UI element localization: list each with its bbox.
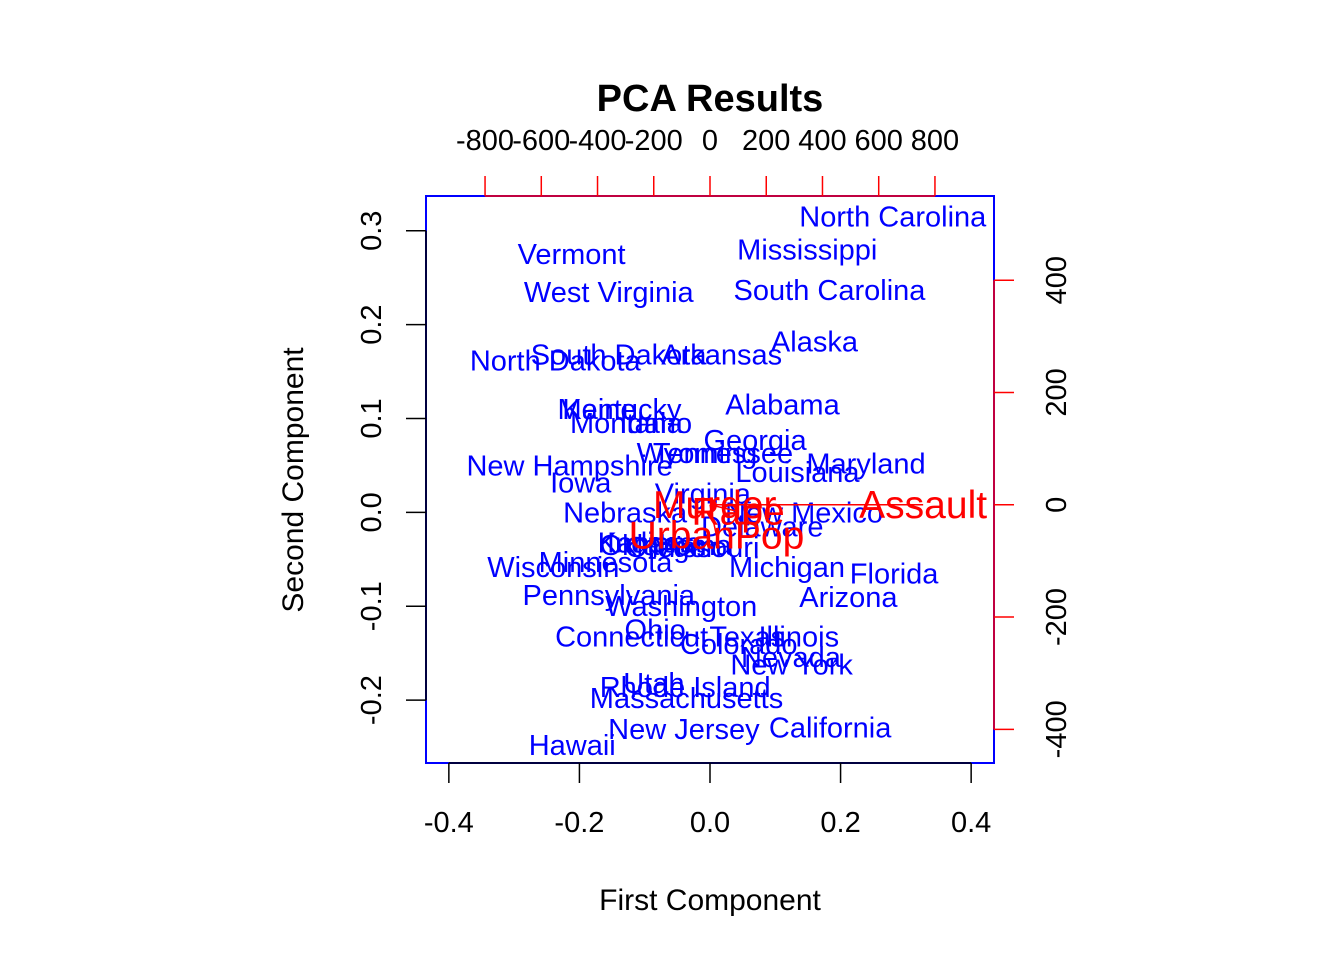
point-label: Washington <box>605 591 757 623</box>
axes-group: -0.4 -0.2 0.0 0.2 0.4 -0.2 -0.1 0.0 0.1 0.2 0.3 -80… <box>356 125 1073 839</box>
top-tick-label: 0 <box>702 125 718 157</box>
point-label: North Carolina <box>799 202 987 234</box>
point-label: Florida <box>850 558 940 590</box>
point-label: Oklahoma <box>600 530 733 562</box>
point-label: Missouri <box>651 532 759 564</box>
point-label: Colorado <box>680 629 798 661</box>
point-label: Maryland <box>806 449 925 481</box>
point-label: Indiana <box>607 527 703 559</box>
right-tick-label: 400 <box>1041 256 1073 304</box>
x-axis-label: First Component <box>599 884 821 917</box>
point-label: South Carolina <box>734 275 927 307</box>
point-label: Louisiana <box>735 457 860 489</box>
point-label: Kansas <box>598 527 695 559</box>
y-tick-label: -0.2 <box>356 675 388 725</box>
y-tick-label: 0.2 <box>356 304 388 344</box>
x-tick-label: 0.2 <box>820 807 860 839</box>
point-label: Michigan <box>729 552 845 584</box>
x-tick-label: -0.2 <box>554 807 604 839</box>
point-label: Wyoming <box>637 438 758 470</box>
point-label: Mississippi <box>737 235 877 267</box>
x-tick-label: 0.0 <box>690 807 730 839</box>
point-label: Tennessee <box>653 438 793 470</box>
y-tick-label: 0.3 <box>356 211 388 251</box>
point-label: Nebraska <box>563 497 688 529</box>
right-tick-label: 200 <box>1041 368 1073 416</box>
point-label: Alabama <box>725 389 840 421</box>
point-label: Oregon <box>625 532 722 564</box>
point-label: Ohio <box>625 615 686 647</box>
top-tick-label: -600 <box>512 125 570 157</box>
top-tick-label: 400 <box>798 125 846 157</box>
point-label: Georgia <box>703 425 807 457</box>
point-label: New Hampshire <box>466 450 672 482</box>
point-label: Utah <box>623 668 684 700</box>
point-label: Alaska <box>771 327 859 359</box>
right-tick-label: 0 <box>1041 497 1073 513</box>
loading-label: UrbanPop <box>629 515 805 558</box>
point-label: South Dakota <box>531 340 708 372</box>
point-label: Maine <box>558 394 637 426</box>
point-label: New Jersey <box>608 714 760 746</box>
point-label: Connecticut <box>555 621 708 653</box>
y-axis-label: Second Component <box>277 347 310 613</box>
top-tick-label: 600 <box>855 125 903 157</box>
point-label: Iowa <box>550 467 612 499</box>
right-tick-label: -200 <box>1041 588 1073 646</box>
loading-arrow <box>709 504 739 513</box>
top-tick-label: -800 <box>456 125 514 157</box>
point-label: Pennsylvania <box>523 580 696 612</box>
top-tick-label: -400 <box>569 125 627 157</box>
loading-label: Rape <box>692 490 785 533</box>
chart-title: PCA Results <box>597 78 824 120</box>
point-label: New York <box>730 649 853 681</box>
point-label: Vermont <box>518 239 626 271</box>
top-tick-label: 200 <box>742 125 790 157</box>
point-label: Wisconsin <box>487 552 619 584</box>
point-label: Illinois <box>758 621 839 653</box>
point-label: Idaho <box>620 408 693 440</box>
point-label: Hawaii <box>529 730 616 762</box>
right-tick-label: -400 <box>1041 700 1073 758</box>
point-label: North Dakota <box>470 345 642 377</box>
point-label: Nevada <box>741 642 842 674</box>
top-tick-label: 800 <box>911 125 959 157</box>
x-tick-label: 0.4 <box>951 807 991 839</box>
point-label: California <box>769 712 892 744</box>
point-label: Texas <box>709 621 785 653</box>
point-label: Arizona <box>799 582 898 614</box>
point-label: Kentucky <box>562 394 682 426</box>
loading-arrow <box>709 504 718 536</box>
loading-label: Assault <box>859 484 987 527</box>
y-tick-label: 0.0 <box>356 492 388 532</box>
point-label: New Mexico <box>725 497 883 529</box>
y-tick-label: 0.1 <box>356 398 388 438</box>
x-tick-label: -0.4 <box>424 807 474 839</box>
point-label: Minnesota <box>539 547 674 579</box>
point-label: West Virginia <box>524 277 695 309</box>
point-label: Arkansas <box>661 340 782 372</box>
y-tick-label: -0.1 <box>356 581 388 631</box>
point-label: Rhode Island <box>600 672 771 704</box>
top-tick-label: -200 <box>625 125 683 157</box>
point-label: Massachusetts <box>590 683 783 715</box>
point-label: Montana <box>570 408 684 440</box>
point-label: Delaware <box>701 511 824 543</box>
